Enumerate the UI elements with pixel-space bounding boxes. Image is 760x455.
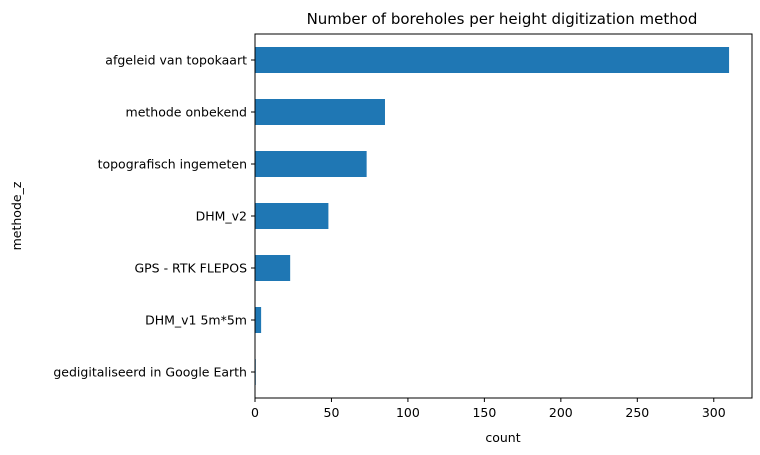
y-tick-label: gedigitaliseerd in Google Earth [53,365,247,380]
bar [255,255,291,281]
x-tick-label: 250 [625,405,649,420]
x-axis-label: count [485,430,520,445]
y-tick-label: DHM_v2 [196,209,247,224]
chart-title: Number of boreholes per height digitizat… [307,10,698,28]
bar [255,47,730,73]
y-tick-label: DHM_v1 5m*5m [145,313,247,328]
bar [255,99,385,125]
x-tick-label: 100 [396,405,420,420]
bar [255,203,329,229]
y-tick-label: GPS - RTK FLEPOS [134,261,247,276]
x-tick-label: 0 [251,405,259,420]
x-ticks: 0 50 100 150 200 250 300 [251,398,726,420]
bar [255,151,367,177]
y-ticks: afgeleid van topokaart methode onbekend to… [53,53,255,380]
plot-frame [254,33,753,399]
y-tick-label: topografisch ingemeten [98,157,247,172]
y-tick-label: afgeleid van topokaart [105,53,247,68]
x-tick-label: 200 [549,405,573,420]
bars-layer [255,47,730,385]
y-tick-label: methode onbekend [126,105,247,120]
x-tick-label: 50 [324,405,340,420]
bar [255,307,262,333]
x-tick-label: 300 [702,405,726,420]
y-axis-label: methode_z [9,181,24,250]
x-tick-label: 150 [472,405,496,420]
